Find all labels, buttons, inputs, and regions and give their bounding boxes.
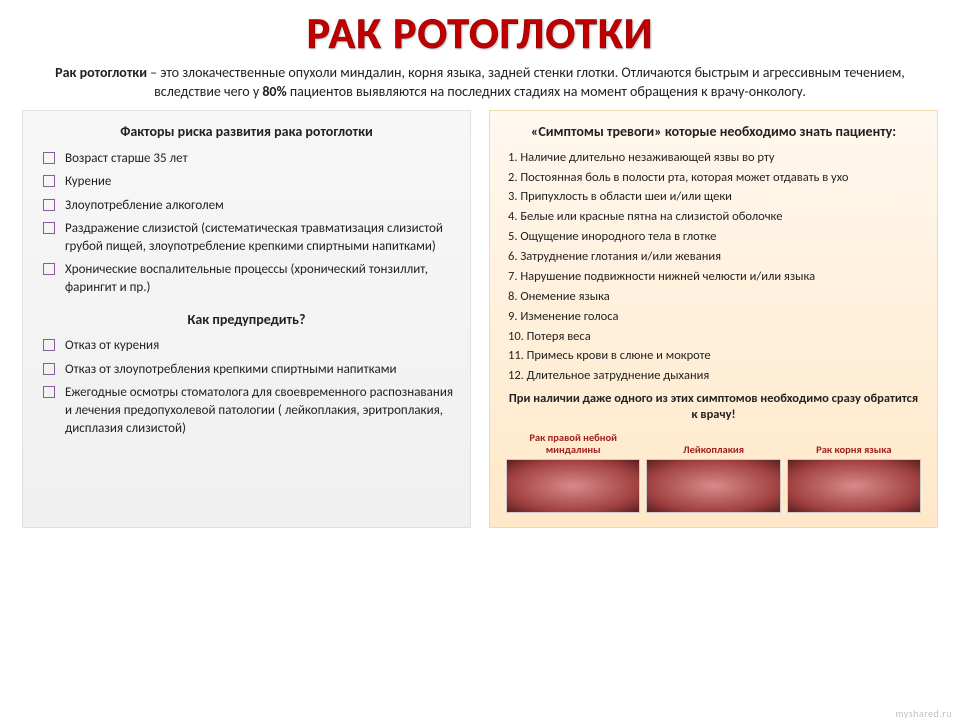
page-title: РАК РОТОГЛОТКИ — [0, 6, 960, 60]
symptom-item: 11. Примесь крови в слюне и мокроте — [508, 348, 921, 365]
symptom-text: Ощущение инородного тела в глотке — [520, 229, 716, 244]
symptom-item: 5. Ощущение инородного тела в глотке — [508, 229, 921, 246]
risk-item: Хронические воспалительные процессы (хро… — [43, 261, 454, 296]
symptom-item: 4. Белые или красные пятна на слизистой … — [508, 209, 921, 226]
symptom-item: 2. Постоянная боль в полости рта, котора… — [508, 170, 921, 187]
clinical-photo-placeholder — [787, 459, 921, 513]
symptom-text: Белые или красные пятна на слизистой обо… — [520, 209, 782, 224]
image-caption: Рак правой небной миндалины — [506, 432, 640, 456]
prevention-item: Ежегодные осмотры стоматолога для своевр… — [43, 384, 454, 437]
symptom-item: 7. Нарушение подвижности нижней челюсти … — [508, 269, 921, 286]
risk-list: Возраст старше 35 лет Курение Злоупотреб… — [39, 150, 454, 297]
prevention-item: Отказ от злоупотребления крепкими спиртн… — [43, 361, 454, 379]
symptom-text: Изменение голоса — [520, 309, 618, 324]
image-cell: Рак корня языка — [787, 432, 921, 513]
image-row: Рак правой небной миндалины Лейкоплакия … — [506, 432, 921, 513]
risk-item: Возраст старше 35 лет — [43, 150, 454, 168]
intro-suffix: пациентов выявляются на последних стадия… — [287, 83, 806, 100]
image-caption: Лейкоплакия — [646, 432, 780, 456]
image-cell: Рак правой небной миндалины — [506, 432, 640, 513]
symptoms-panel: «Симптомы тревоги» которые необходимо зн… — [489, 110, 938, 528]
symptom-item: 1. Наличие длительно незаживающей язвы в… — [508, 150, 921, 167]
clinical-photo-placeholder — [646, 459, 780, 513]
risk-factors-panel: Факторы риска развития рака ротоглотки В… — [22, 110, 471, 528]
symptom-item: 9. Изменение голоса — [508, 309, 921, 326]
prevention-item: Отказ от курения — [43, 337, 454, 355]
intro-term: Рак ротоглотки — [55, 64, 147, 81]
risk-item: Раздражение слизистой (систематическая т… — [43, 220, 454, 255]
symptom-text: Длительное затруднение дыхания — [527, 368, 710, 383]
symptom-item: 8. Онемение языка — [508, 289, 921, 306]
symptom-text: Припухлость в области шеи и/или щеки — [520, 189, 732, 204]
alert-note: При наличии даже одного из этих симптомо… — [506, 391, 921, 424]
symptom-item: 10. Потеря веса — [508, 329, 921, 346]
watermark: myshared.ru — [895, 707, 952, 720]
risk-heading: Факторы риска развития рака ротоглотки — [39, 123, 454, 142]
symptom-text: Онемение языка — [520, 289, 609, 304]
symptoms-list: 1. Наличие длительно незаживающей язвы в… — [506, 150, 921, 386]
intro-percent: 80% — [262, 83, 286, 100]
symptom-text: Наличие длительно незаживающей язвы во р… — [520, 150, 774, 165]
prevention-list: Отказ от курения Отказ от злоупотреблени… — [39, 337, 454, 437]
prevention-heading: Как предупредить? — [39, 311, 454, 330]
intro-paragraph: Рак ротоглотки – это злокачественные опу… — [0, 60, 960, 110]
risk-item: Злоупотребление алкоголем — [43, 197, 454, 215]
clinical-photo-placeholder — [506, 459, 640, 513]
image-cell: Лейкоплакия — [646, 432, 780, 513]
symptom-item: 6. Затруднение глотания и/или жевания — [508, 249, 921, 266]
symptom-item: 3. Припухлость в области шеи и/или щеки — [508, 189, 921, 206]
risk-item: Курение — [43, 173, 454, 191]
symptom-text: Потеря веса — [527, 329, 591, 344]
columns-container: Факторы риска развития рака ротоглотки В… — [0, 110, 960, 528]
symptoms-heading: «Симптомы тревоги» которые необходимо зн… — [506, 123, 921, 142]
symptom-text: Нарушение подвижности нижней челюсти и/и… — [520, 269, 815, 284]
symptom-text: Примесь крови в слюне и мокроте — [527, 348, 711, 363]
symptom-text: Затруднение глотания и/или жевания — [520, 249, 721, 264]
symptom-text: Постоянная боль в полости рта, которая м… — [520, 170, 848, 185]
image-caption: Рак корня языка — [787, 432, 921, 456]
symptom-item: 12. Длительное затруднение дыхания — [508, 368, 921, 385]
